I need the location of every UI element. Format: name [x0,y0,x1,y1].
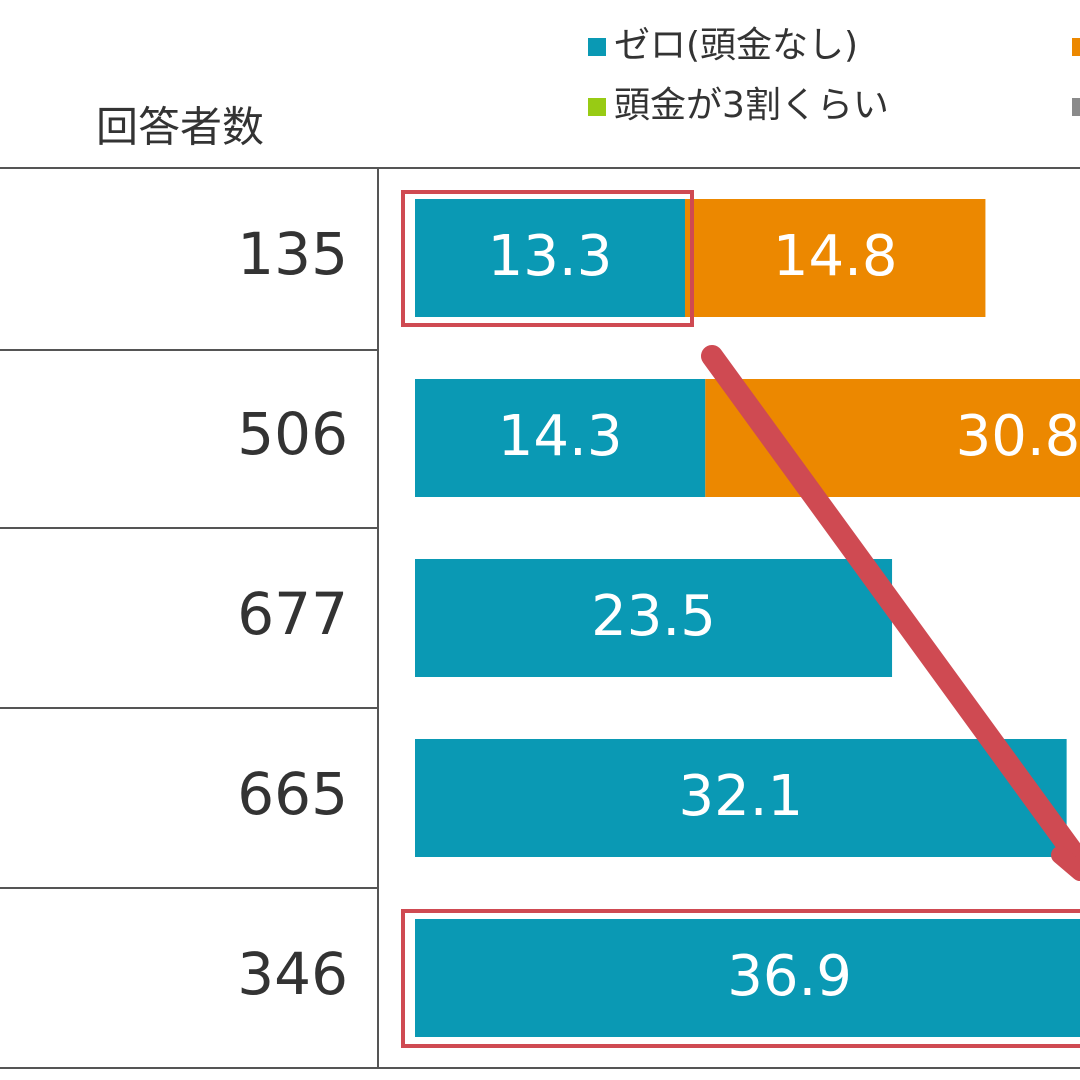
highlight-box [401,909,1080,1048]
data-label: 14.3 [498,404,623,469]
annotation [401,190,1080,1048]
bar-segment [684,199,986,317]
bar-segment [415,919,1080,1037]
legend-swatch [588,98,606,116]
row-label: 346 [237,940,348,1008]
column-header: 回答者数 [96,103,264,152]
row-label: 677 [237,580,348,648]
legend-label: ゼロ(頭金なし) [614,25,858,66]
bar-segment [415,379,706,497]
bar-segment [415,739,1067,857]
legend-swatch [1072,98,1080,116]
row-label: 506 [237,400,348,468]
data-label: 32.1 [678,764,803,829]
bar-segment [415,199,685,317]
legend-swatch [588,38,606,56]
data-label: 23.5 [591,584,716,649]
arrow-head [1051,846,1080,881]
legend-label: 頭金が3割くらい [614,85,889,126]
trend-arrow [701,345,1080,873]
data-label: 13.3 [488,224,613,289]
data-label: 36.9 [727,944,852,1009]
data-label: 14.8 [773,224,898,289]
bar-segment [415,559,893,677]
data-label: 30.8 [956,404,1080,469]
highlight-box [401,190,694,327]
table-frame [0,167,1080,1069]
row-label: 665 [237,760,348,828]
row-label: 135 [237,220,348,288]
legend-swatch [1072,38,1080,56]
